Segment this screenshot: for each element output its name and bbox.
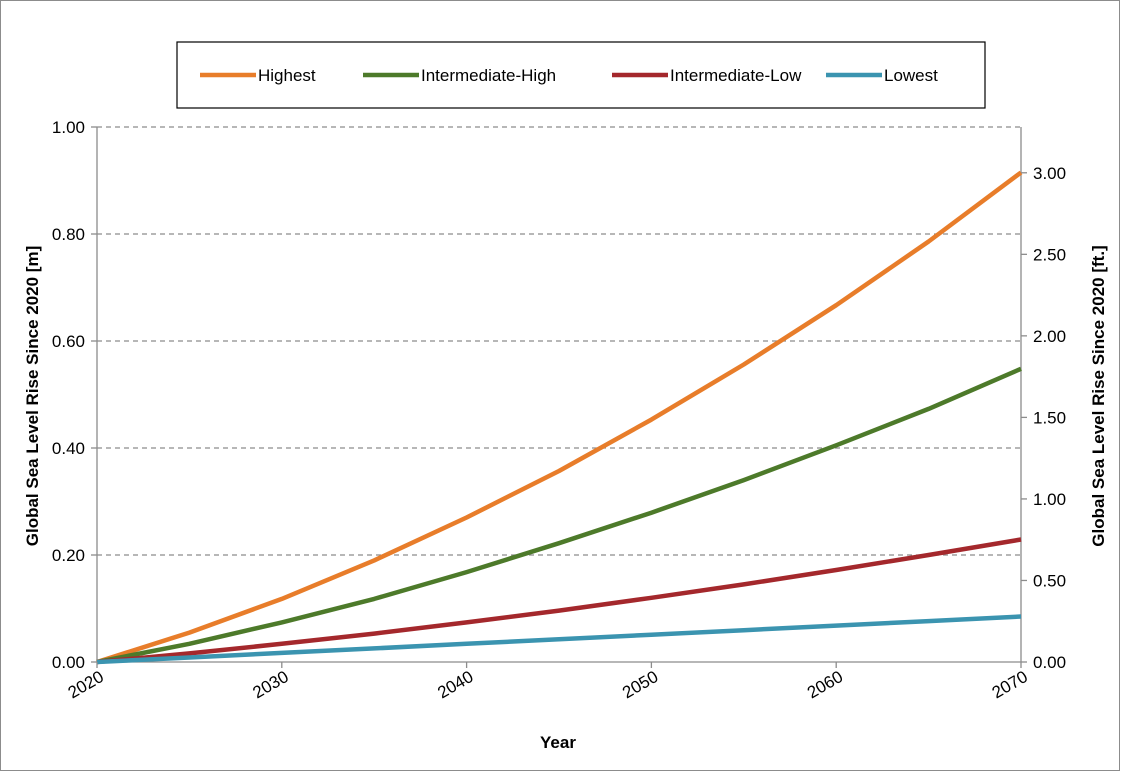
x-axis-title: Year bbox=[540, 733, 576, 752]
series-line-intermediate-low bbox=[96, 537, 1022, 665]
y2-tick-label: 0.00 bbox=[1033, 653, 1066, 672]
y2-tick-label: 0.50 bbox=[1033, 571, 1066, 590]
y-tick-label: 0.40 bbox=[52, 439, 85, 458]
y2-tick-label: 2.50 bbox=[1033, 245, 1066, 264]
x-tick-label: 2030 bbox=[250, 667, 292, 702]
y2-tick-label: 1.00 bbox=[1033, 490, 1066, 509]
y-tick-label: 0.60 bbox=[52, 332, 85, 351]
y2-tick-label: 3.00 bbox=[1033, 164, 1066, 183]
legend: Highest Intermediate-High Intermediate-Low… bbox=[176, 41, 986, 109]
y-tick-label: 0.20 bbox=[52, 546, 85, 565]
series-line-intermediate-high bbox=[96, 366, 1022, 665]
legend-label: Highest bbox=[258, 66, 316, 85]
y2-axis-title: Global Sea Level Rise Since 2020 [ft.] bbox=[1089, 245, 1108, 546]
x-tick-label: 2050 bbox=[619, 667, 661, 702]
series-layer bbox=[96, 170, 1023, 665]
x-tick-label: 2040 bbox=[434, 667, 476, 702]
y2-tick-label: 1.50 bbox=[1033, 408, 1066, 427]
ticks-layer: 0.00 0.20 0.40 0.60 0.80 1.00 0.00 0.50 1.00 1.50… bbox=[52, 118, 1066, 702]
legend-label: Intermediate-Low bbox=[670, 66, 802, 85]
series-line-highest bbox=[96, 170, 1023, 665]
y-tick-label: 0.80 bbox=[52, 225, 85, 244]
x-tick-label: 2020 bbox=[65, 667, 107, 702]
grid-layer bbox=[97, 126, 1021, 556]
axes-layer bbox=[96, 127, 1022, 663]
x-tick-label: 2070 bbox=[989, 667, 1031, 702]
legend-label: Lowest bbox=[884, 66, 938, 85]
y-tick-label: 0.00 bbox=[52, 653, 85, 672]
y-axis-title: Global Sea Level Rise Since 2020 [m] bbox=[23, 246, 42, 546]
legend-label: Intermediate-High bbox=[421, 66, 556, 85]
x-tick-label: 2060 bbox=[804, 667, 846, 702]
y-tick-label: 1.00 bbox=[52, 118, 85, 137]
series-line-lowest bbox=[96, 614, 1022, 665]
y2-tick-label: 2.00 bbox=[1033, 327, 1066, 346]
